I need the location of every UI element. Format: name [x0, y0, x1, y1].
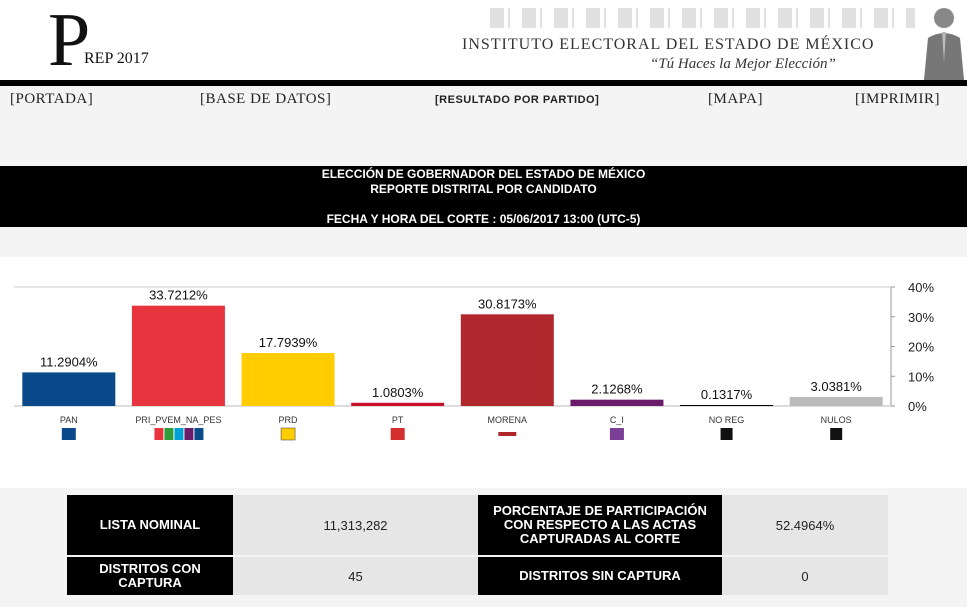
bar-value-label: 30.8173% [478, 296, 537, 311]
bar [351, 402, 445, 406]
bar [680, 405, 774, 406]
lista-nominal-value: 11,313,282 [233, 495, 478, 555]
nav-base-datos-link[interactable]: [BASE DE DATOS] [200, 91, 332, 107]
category-label: C_I [610, 415, 624, 425]
participacion-value: 52.4964% [722, 495, 888, 555]
bar [241, 353, 335, 406]
bar [570, 399, 664, 406]
coalition-logos-icon [184, 428, 194, 440]
nav-imprimir-link[interactable]: [IMPRIMIR] [855, 91, 941, 107]
y-tick-label: 10% [908, 369, 934, 384]
category-label: NO REG [709, 415, 745, 425]
category-label: PRD [279, 415, 299, 425]
header-divider [0, 80, 967, 86]
slogan: “Tú Haces la Mejor Elección” [650, 56, 836, 72]
bar-value-label: 2.1268% [591, 382, 643, 397]
coalition-logos-icon [174, 428, 184, 440]
category-label: NULOS [821, 415, 852, 425]
bar-value-label: 3.0381% [811, 379, 863, 394]
nav-resultado-partido-link[interactable]: [RESULTADO POR PARTIDO] [435, 94, 600, 106]
distritos-con-captura-label: DISTRITOS CON CAPTURA [67, 557, 233, 595]
stats-table: LISTA NOMINAL 11,313,282 PORCENTAJE DE P… [67, 495, 888, 595]
nulos-icon [830, 428, 843, 440]
distritos-sin-captura-value: 0 [722, 557, 888, 595]
bar-value-label: 0.1317% [701, 387, 753, 402]
lista-nominal-label: LISTA NOMINAL [67, 495, 233, 555]
report-title-banner: ELECCIÓN DE GOBERNADOR DEL ESTADO DE MÉX… [0, 166, 967, 227]
bar-value-label: 17.7939% [259, 335, 318, 350]
morena-logo-icon [498, 432, 517, 436]
bar [22, 372, 116, 406]
category-label: MORENA [488, 415, 528, 425]
no-reg-icon [720, 428, 733, 440]
coalition-logos-icon [154, 428, 164, 440]
category-label: PT [392, 415, 404, 425]
banner-election-title: ELECCIÓN DE GOBERNADOR DEL ESTADO DE MÉX… [321, 167, 646, 181]
institute-name: INSTITUTO ELECTORAL DEL ESTADO DE MÉXICO [462, 36, 875, 53]
bar-value-label: 11.2904% [40, 354, 98, 369]
y-tick-label: 20% [908, 340, 934, 355]
coalition-logos-icon [194, 428, 204, 440]
prd-logo-icon [280, 427, 296, 441]
coalition-logos-icon [164, 428, 174, 440]
pt-logo-icon [390, 428, 405, 440]
nav-portada-link[interactable]: [PORTADA] [10, 91, 94, 107]
greek-pattern-decoration [490, 8, 915, 28]
bar-value-label: 1.0803% [372, 385, 424, 400]
y-tick-label: 0% [908, 399, 927, 414]
bar-value-label: 33.7212% [149, 288, 208, 303]
category-label: PAN [60, 415, 78, 425]
distritos-con-captura-value: 45 [233, 557, 478, 595]
bar [789, 396, 883, 406]
prep-logo-letter: P [48, 0, 91, 82]
bar [460, 314, 554, 406]
pan-logo-icon [61, 428, 76, 440]
banner-cutoff-datetime: FECHA Y HORA DEL CORTE : 05/06/2017 13:0… [326, 212, 641, 226]
bar [131, 305, 225, 406]
distritos-sin-captura-label: DISTRITOS SIN CAPTURA [478, 557, 722, 595]
participacion-label: PORCENTAJE DE PARTICIPACIÓN CON RESPECTO… [478, 495, 722, 555]
nav-mapa-link[interactable]: [MAPA] [708, 91, 763, 107]
y-tick-label: 30% [908, 310, 934, 325]
ci-logo-icon [609, 428, 624, 440]
chart-svg: 0% 10% 20% 30% 40% 11.2904% PAN 33.7212% PRI_PVE… [14, 280, 934, 441]
results-bar-chart: 0% 10% 20% 30% 40% 11.2904% PAN 33.7212% PRI_PVE… [0, 257, 967, 488]
person-silhouette-icon [924, 8, 964, 80]
category-label: PRI_PVEM_NA_PES [135, 415, 221, 425]
y-tick-label: 40% [908, 280, 934, 295]
header: P REP 2017 INSTITUTO ELECTORAL DEL ESTAD… [0, 0, 967, 80]
banner-report-type: REPORTE DISTRITAL POR CANDIDATO [370, 182, 597, 196]
prep-logo-subtitle: REP 2017 [84, 50, 149, 67]
